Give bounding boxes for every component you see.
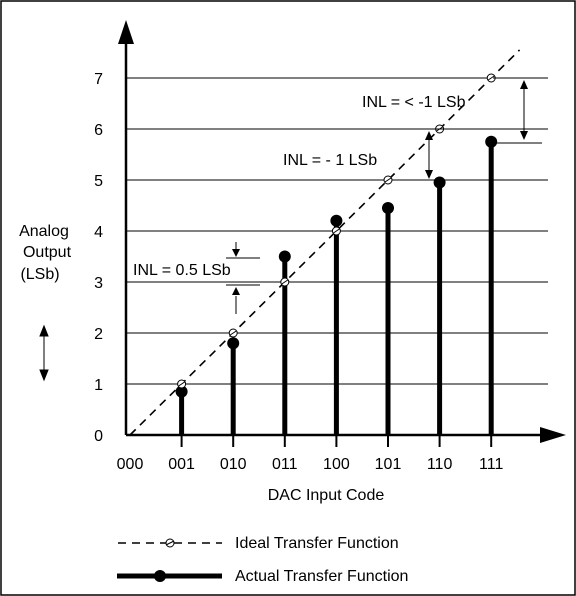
inl-annotation-lt-minus1: INL = < -1 LSb xyxy=(362,77,548,144)
legend-actual-swatch xyxy=(117,570,222,582)
inl-label-lt-minus1: INL = < -1 LSb xyxy=(362,94,466,111)
x-tick-label: 001 xyxy=(168,456,195,473)
y-tick-label: 0 xyxy=(94,428,103,445)
ideal-point-slash xyxy=(281,279,289,285)
y-tick-labels: 0 1 2 3 4 5 6 7 xyxy=(94,71,103,445)
ideal-point-slash xyxy=(229,330,237,336)
x-tick-label: 111 xyxy=(479,456,503,473)
inl-annotation-minus1: INL = - 1 LSb xyxy=(283,128,445,181)
y-axis-label-line1: Analog xyxy=(19,223,69,240)
inl-annotation-0p5: INL = 0.5 LSb xyxy=(133,242,260,314)
x-axis-arrow-icon xyxy=(540,427,566,443)
ideal-point-slash xyxy=(487,75,495,81)
x-tick-label: 011 xyxy=(272,456,298,473)
legend-actual-label: Actual Transfer Function xyxy=(235,568,408,585)
gridlines xyxy=(126,77,548,385)
arrow-up-icon xyxy=(520,80,528,89)
actual-point xyxy=(330,214,343,227)
y-axis-label-line3: (LSb) xyxy=(20,266,59,283)
inl-label-minus1: INL = - 1 LSb xyxy=(283,152,377,169)
double-arrow-icon xyxy=(39,324,49,382)
x-tick-label: 100 xyxy=(323,456,350,473)
inl-label-0p5: INL = 0.5 LSb xyxy=(133,262,231,279)
ideal-point-slash xyxy=(178,381,185,387)
y-tick-label: 6 xyxy=(94,122,103,139)
y-tick-label: 1 xyxy=(94,377,103,394)
x-axis-label: DAC Input Code xyxy=(268,487,385,504)
y-tick-label: 5 xyxy=(94,173,103,190)
legend-ideal-swatch xyxy=(118,538,222,548)
x-tick-label: 000 xyxy=(117,456,144,473)
y-tick-label: 7 xyxy=(94,71,103,88)
ideal-transfer-line xyxy=(129,49,521,436)
x-tick-label: 010 xyxy=(220,456,247,473)
arrow-down-icon xyxy=(232,249,240,257)
x-tick-label: 110 xyxy=(427,456,453,473)
x-tick-labels: 000 001 010 011 100 101 110 111 xyxy=(117,435,503,473)
y-axis-arrow-icon xyxy=(118,20,134,44)
actual-point xyxy=(485,135,498,148)
ideal-markers-layer xyxy=(177,73,496,389)
arrow-down-icon xyxy=(425,170,433,179)
ideal-point-slash xyxy=(384,177,392,183)
actual-point xyxy=(227,337,240,350)
ideal-point-slash xyxy=(333,228,340,234)
ideal-line-layer xyxy=(129,49,521,436)
actual-point xyxy=(175,385,188,398)
legend-ideal-label: Ideal Transfer Function xyxy=(235,535,399,552)
actual-point xyxy=(278,250,291,263)
arrow-up-icon xyxy=(425,131,433,140)
arrow-down-icon xyxy=(520,131,528,140)
actual-point xyxy=(433,176,446,189)
arrow-up-icon xyxy=(232,287,240,295)
actual-point xyxy=(382,202,394,215)
y-tick-label: 4 xyxy=(94,224,103,241)
legend: Ideal Transfer Function Actual Transfer … xyxy=(117,535,408,585)
y-axis-label-line2: Output xyxy=(23,244,72,261)
y-tick-label: 2 xyxy=(94,326,103,343)
y-tick-label: 3 xyxy=(94,275,103,292)
x-tick-label: 101 xyxy=(375,456,402,473)
